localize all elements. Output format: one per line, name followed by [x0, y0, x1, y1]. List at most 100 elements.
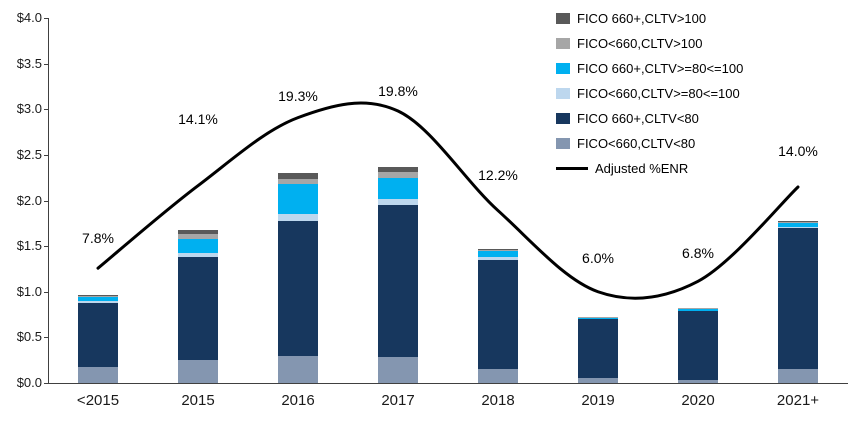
enr-percent-label: 14.1% [178, 110, 218, 127]
bar-segment [778, 227, 818, 370]
y-tick-label: $4.0 [16, 10, 42, 25]
bar-segment [578, 319, 618, 379]
bar-segment [78, 296, 118, 298]
legend-label: FICO 660+,CLTV>=80<=100 [577, 61, 744, 76]
bar-segment [278, 178, 318, 185]
bar-segment [178, 238, 218, 253]
bar-segment [678, 309, 718, 311]
bar-segment [478, 248, 518, 250]
legend-swatch [556, 88, 570, 99]
enr-percent-label: 7.8% [82, 230, 114, 247]
y-tick-label: $1.5 [16, 238, 42, 254]
bar-segment [78, 295, 118, 297]
legend-swatch [556, 113, 570, 124]
y-tick-label: $3.0 [16, 101, 42, 117]
legend: FICO 660+,CLTV>100 FICO<660,CLTV>100 FICO … [556, 6, 743, 181]
bar-segment [478, 250, 518, 258]
bar-segment [278, 214, 318, 222]
legend-item: Adjusted %ENR [556, 156, 743, 181]
bar-segment [178, 257, 218, 361]
bar-segment [678, 380, 718, 383]
legend-label: FICO<660,CLTV<80 [577, 136, 696, 151]
bar-segment [478, 249, 518, 251]
bar-segment [778, 220, 818, 222]
y-tick-mark [44, 200, 48, 202]
bar-segment [478, 257, 518, 260]
bar-segment [778, 223, 818, 227]
bar-segment [278, 355, 318, 383]
bar-segment [178, 252, 218, 258]
legend-label: FICO<660,CLTV>100 [577, 36, 703, 51]
bar-segment [578, 378, 618, 383]
y-tick-label: $1.0 [16, 283, 42, 299]
legend-item: FICO<660,CLTV>=80<=100 [556, 81, 743, 106]
bar-segment [78, 302, 118, 367]
y-tick-label: $0.0 [16, 375, 42, 390]
y-tick-mark [44, 291, 48, 293]
legend-label: FICO 660+,CLTV>100 [577, 11, 707, 26]
y-tick-mark [44, 18, 48, 19]
bar-segment [178, 360, 218, 383]
legend-label: Adjusted %ENR [595, 161, 689, 176]
y-tick-label: $3.5 [16, 55, 42, 71]
bar-segment [278, 173, 318, 179]
y-tick-mark [44, 246, 48, 248]
bar-segment [378, 205, 418, 358]
legend-item: FICO<660,CLTV>100 [556, 31, 743, 56]
y-tick-mark [44, 337, 48, 339]
y-tick-label: $2.5 [16, 146, 42, 162]
legend-item: FICO 660+,CLTV<80 [556, 106, 743, 131]
enr-percent-label: 19.8% [378, 83, 418, 100]
x-category-label: 2018 [481, 392, 515, 409]
bar-segment [678, 308, 718, 310]
bar-segment [178, 229, 218, 235]
x-category-label: 2021+ [776, 392, 820, 409]
bar-segment [378, 198, 418, 206]
bar-segment [778, 369, 818, 383]
legend-swatch [556, 13, 570, 24]
x-category-label: 2017 [381, 392, 415, 409]
bar-segment [278, 184, 318, 215]
bar-segment [578, 317, 618, 319]
bar-segment [378, 177, 418, 199]
y-tick-mark [44, 109, 48, 111]
legend-item: FICO 660+,CLTV>=80<=100 [556, 56, 743, 81]
y-tick-mark [44, 63, 48, 65]
x-category-label: 2015 [181, 392, 215, 409]
legend-item: FICO 660+,CLTV>100 [556, 6, 743, 31]
x-category-label: 2019 [581, 392, 615, 409]
legend-item: FICO<660,CLTV<80 [556, 131, 743, 156]
x-category-label: 2016 [281, 392, 315, 409]
enr-percent-label: 19.3% [278, 87, 318, 104]
y-tick-mark [44, 154, 48, 156]
bar-segment [378, 357, 418, 383]
legend-label: FICO 660+,CLTV<80 [577, 111, 699, 126]
enr-percent-label: 6.0% [582, 249, 614, 266]
enr-percent-label: 12.2% [478, 166, 518, 183]
bar-segment [78, 300, 118, 303]
x-category-label: <2015 [76, 392, 120, 409]
enr-percent-label: 14.0% [778, 142, 818, 159]
y-tick-label: $2.0 [16, 192, 42, 208]
x-axis-line [48, 383, 848, 384]
y-tick-mark [44, 383, 48, 384]
bar-segment [678, 310, 718, 381]
enr-percent-label: 6.8% [682, 245, 714, 262]
legend-line-swatch [556, 167, 588, 170]
legend-swatch [556, 138, 570, 149]
bar-segment [478, 369, 518, 383]
bar-segment [778, 221, 818, 224]
y-tick-label: $0.5 [16, 329, 42, 345]
bar-segment [178, 234, 218, 239]
legend-swatch [556, 38, 570, 49]
bar-segment [278, 221, 318, 356]
legend-swatch [556, 63, 570, 74]
bar-segment [78, 297, 118, 301]
bar-segment [378, 166, 418, 173]
bar-segment [778, 226, 818, 228]
y-axis-line [48, 18, 49, 384]
bar-segment [378, 172, 418, 178]
bar-segment [578, 318, 618, 320]
x-category-label: 2020 [681, 392, 715, 409]
